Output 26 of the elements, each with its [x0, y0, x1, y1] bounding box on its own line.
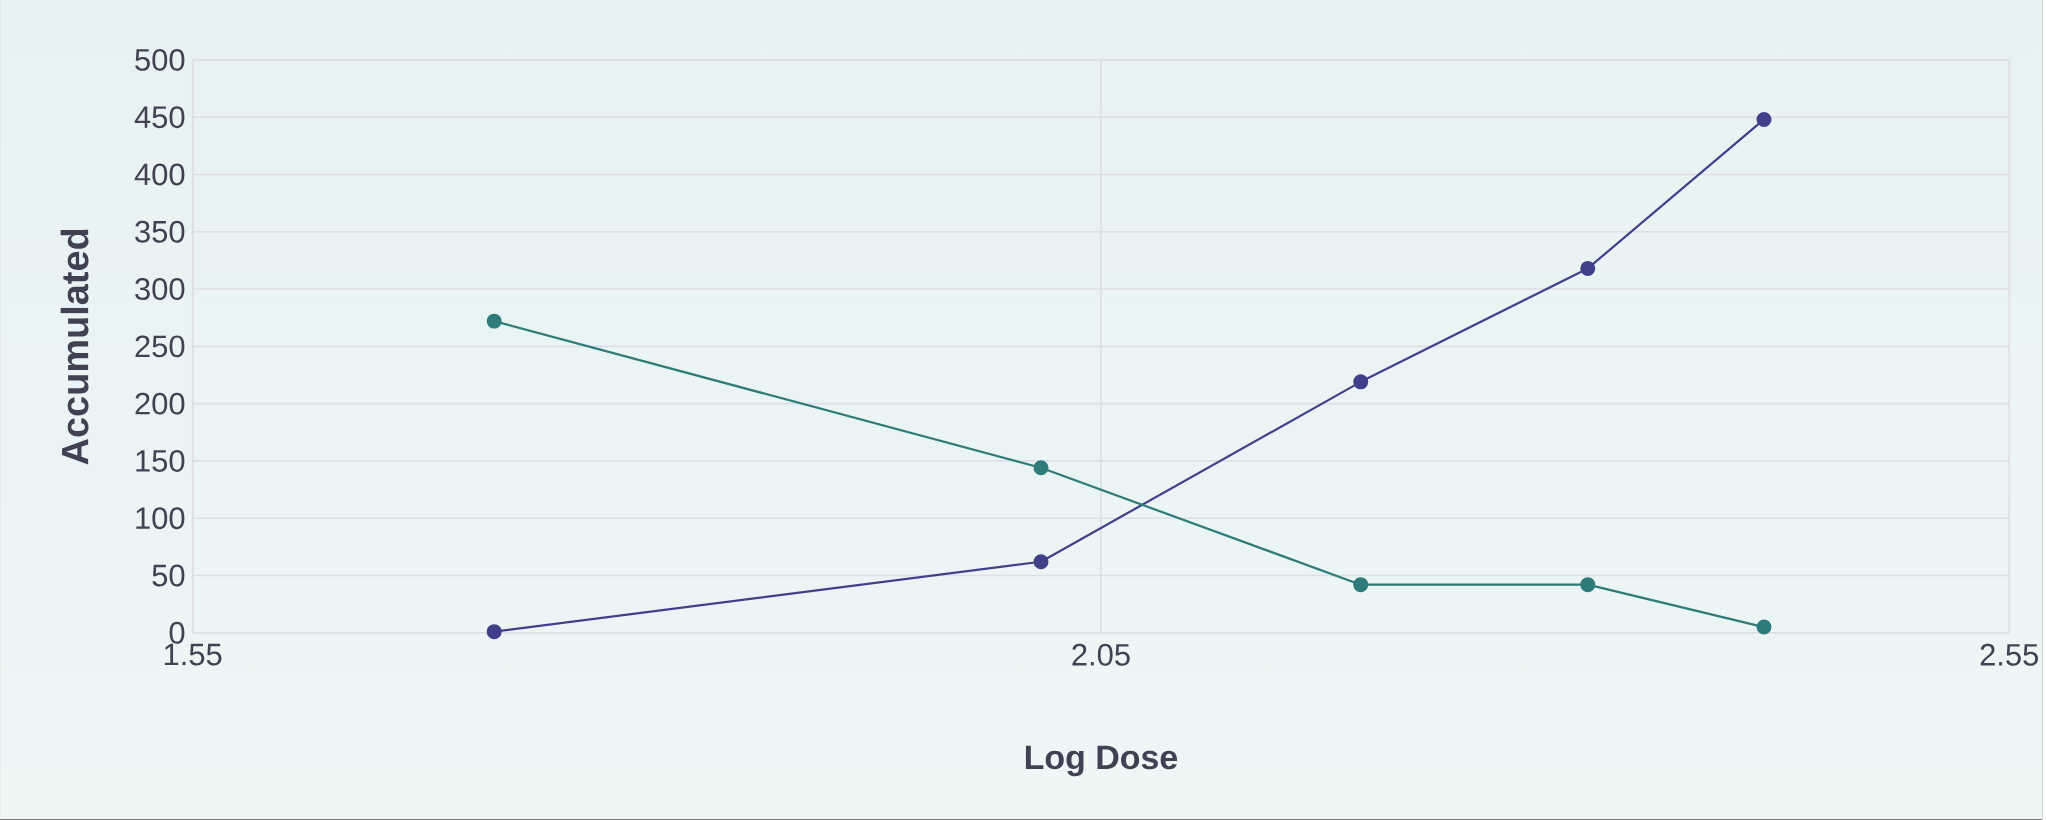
point	[1353, 576, 1369, 592]
y-tick-label: 400	[134, 163, 185, 186]
y-tick-label: 450	[134, 106, 185, 128]
x-tick-label: 2.05	[1072, 643, 1130, 666]
y-tick-label: 250	[135, 335, 185, 358]
point	[1353, 374, 1369, 390]
point	[1756, 619, 1772, 635]
y-tick-label: 300	[135, 277, 185, 300]
point	[1580, 576, 1596, 592]
y-tick-label: 100	[136, 507, 185, 529]
x-tick-label: 2.55	[1980, 643, 2039, 666]
y-axis-title: Accumulated	[60, 229, 89, 465]
point	[1033, 460, 1049, 476]
y-tick-label: 150	[136, 449, 185, 472]
x-tick-label: 1.55	[164, 643, 222, 666]
y-tick-label: 0	[169, 621, 185, 644]
point	[1756, 111, 1772, 127]
point	[486, 313, 502, 329]
y-tick-label: 500	[135, 48, 185, 71]
point	[486, 623, 502, 639]
point	[1033, 554, 1049, 570]
x-axis-title: Log Dose	[1025, 745, 1178, 776]
y-tick-label: 50	[152, 564, 185, 587]
y-tick-label: 350	[135, 220, 185, 243]
point	[1580, 260, 1596, 276]
y-tick-label: 200	[135, 392, 185, 415]
